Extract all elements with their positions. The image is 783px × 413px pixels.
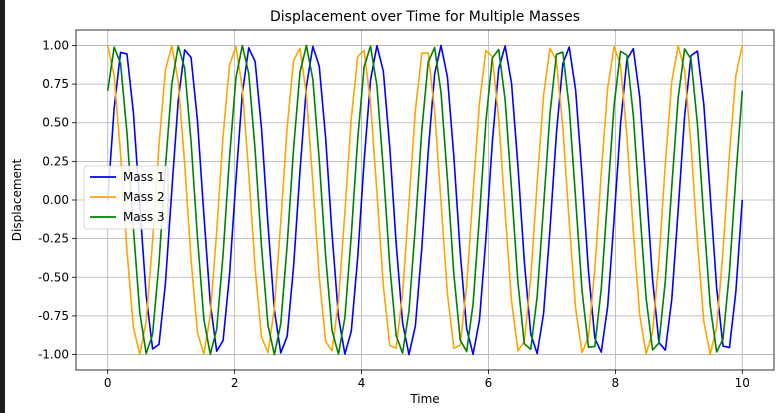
y-tick-label-1: -0.75 — [38, 309, 69, 323]
plot-series — [106, 44, 744, 356]
x-tick-label-1: 2 — [231, 376, 239, 390]
x-tick-label-5: 10 — [735, 376, 750, 390]
series-line-3 — [106, 44, 744, 356]
series-line-1 — [106, 44, 744, 356]
y-tick-label-0: -1.00 — [38, 348, 69, 362]
legend-box — [83, 165, 169, 230]
y-tick-label-2: -0.50 — [38, 270, 69, 284]
grid-lines — [76, 30, 774, 370]
x-tick-label-3: 6 — [485, 376, 493, 390]
y-axis-label: Displacement — [10, 158, 24, 241]
series-line-2 — [106, 44, 744, 356]
legend-label-1: Mass 1 — [123, 170, 165, 184]
legend-label-3: Mass 3 — [123, 210, 165, 224]
legend: Mass 1 Mass 2 Mass 3 — [83, 165, 169, 230]
y-tick-label-3: -0.25 — [38, 232, 69, 246]
window-edge — [0, 0, 5, 413]
x-tick-label-2: 4 — [358, 376, 366, 390]
y-tick-label-8: 1.00 — [42, 38, 69, 52]
x-axis-label: Time — [409, 392, 439, 406]
y-tick-label-6: 0.50 — [42, 116, 69, 130]
x-tick-label-4: 8 — [612, 376, 620, 390]
legend-label-2: Mass 2 — [123, 190, 165, 204]
y-tick-label-7: 0.75 — [42, 77, 69, 91]
y-tick-label-5: 0.25 — [42, 154, 69, 168]
y-tick-label-4: 0.00 — [42, 193, 69, 207]
x-tick-label-0: 0 — [104, 376, 112, 390]
chart-title: Displacement over Time for Multiple Mass… — [270, 9, 580, 25]
axis-ticks: 0 2 4 6 8 10 -1.00 -0.75 -0.50 -0.25 0.00 0.25 0.50 0… — [38, 38, 750, 390]
